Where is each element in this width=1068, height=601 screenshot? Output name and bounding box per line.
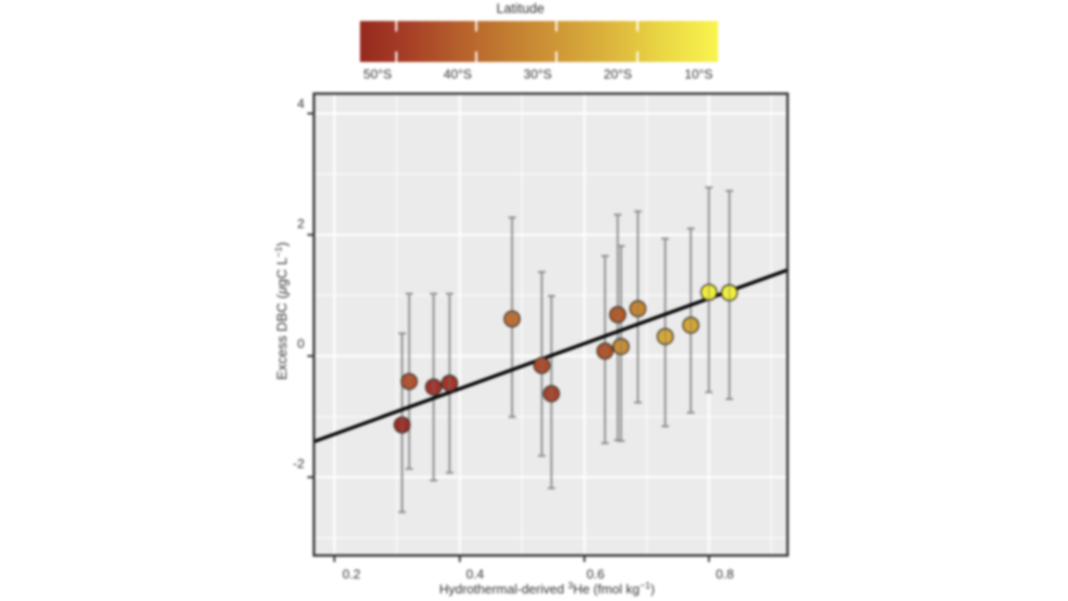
svg-text:0: 0 [297, 336, 304, 351]
svg-text:Hydrothermal-derived 3He (fmol: Hydrothermal-derived 3He (fmol kg−1) [439, 580, 655, 597]
svg-text:0.2: 0.2 [342, 567, 360, 582]
svg-text:2: 2 [297, 216, 304, 231]
svg-text:50°S: 50°S [363, 67, 392, 82]
svg-text:20°S: 20°S [604, 67, 633, 82]
svg-text:40°S: 40°S [444, 67, 473, 82]
svg-text:Excess DBC (μgC L−1): Excess DBC (μgC L−1) [273, 242, 290, 380]
svg-text:-2: -2 [293, 456, 305, 471]
svg-text:0.4: 0.4 [466, 567, 484, 582]
svg-text:10°S: 10°S [685, 67, 714, 82]
svg-text:4: 4 [297, 96, 304, 111]
svg-text:0.6: 0.6 [586, 567, 604, 582]
svg-text:0.8: 0.8 [716, 567, 734, 582]
svg-text:Latitude: Latitude [496, 1, 544, 16]
svg-text:30°S: 30°S [524, 67, 553, 82]
